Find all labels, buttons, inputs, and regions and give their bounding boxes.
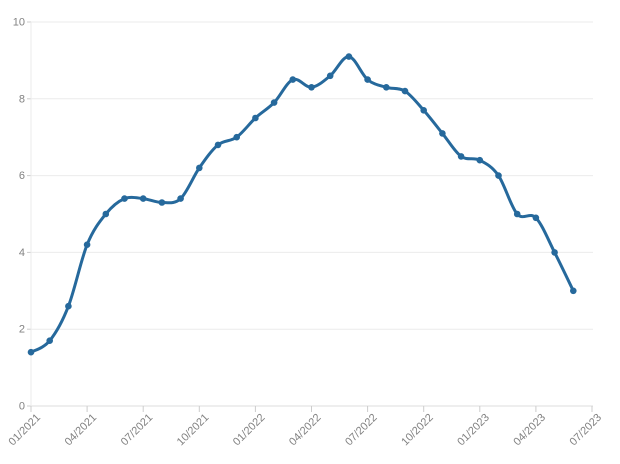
data-point-marker (83, 241, 91, 248)
x-tick-label: 10/2022 (399, 412, 436, 449)
x-tick-label: 07/2021 (119, 412, 156, 449)
x-tick-label: 01/2023 (455, 412, 492, 449)
data-point-marker (532, 214, 540, 222)
y-tick-label: 6 (19, 170, 25, 182)
data-point-marker (476, 156, 484, 164)
y-tick-label: 2 (19, 324, 25, 336)
y-tick-label: 0 (19, 401, 25, 413)
data-point-marker (27, 348, 35, 356)
y-tick-label: 8 (19, 93, 25, 105)
data-point-marker (364, 76, 371, 83)
data-point-marker (308, 84, 315, 91)
data-point-marker (495, 172, 502, 179)
data-point-marker (139, 195, 147, 202)
data-point-marker (102, 210, 110, 218)
data-point-marker (570, 287, 577, 295)
data-point-marker (196, 164, 203, 172)
data-point-marker (252, 114, 259, 122)
x-tick-label: 04/2021 (63, 412, 100, 449)
data-point-marker (326, 72, 334, 80)
data-point-marker (270, 99, 278, 106)
data-point-marker (289, 76, 297, 83)
data-point-marker (345, 53, 353, 60)
data-point-marker (439, 130, 446, 137)
data-point-marker (383, 84, 390, 91)
data-line (29, 55, 575, 354)
data-point-marker (420, 107, 428, 114)
x-tick-label: 01/2021 (7, 412, 44, 449)
x-tick-label: 07/2022 (343, 412, 380, 449)
x-tick-label: 01/2022 (231, 412, 268, 449)
x-tick-label: 04/2022 (287, 412, 324, 449)
data-point-marker (177, 195, 184, 202)
data-point-marker (233, 133, 240, 141)
data-point-marker (158, 199, 166, 206)
data-point-marker (513, 210, 521, 218)
data-point-marker (401, 87, 409, 95)
x-tick-label: 10/2021 (175, 412, 212, 449)
x-tick-label: 07/2023 (568, 412, 605, 449)
data-point-marker (65, 302, 72, 310)
data-point-marker (121, 195, 128, 202)
data-point-marker (457, 153, 465, 160)
data-point-marker (214, 141, 222, 149)
x-tick-label: 04/2023 (511, 412, 548, 449)
data-point-marker (46, 337, 53, 345)
y-tick-label: 4 (19, 247, 25, 259)
y-tick-label: 10 (13, 17, 25, 29)
data-point-marker (551, 249, 558, 256)
